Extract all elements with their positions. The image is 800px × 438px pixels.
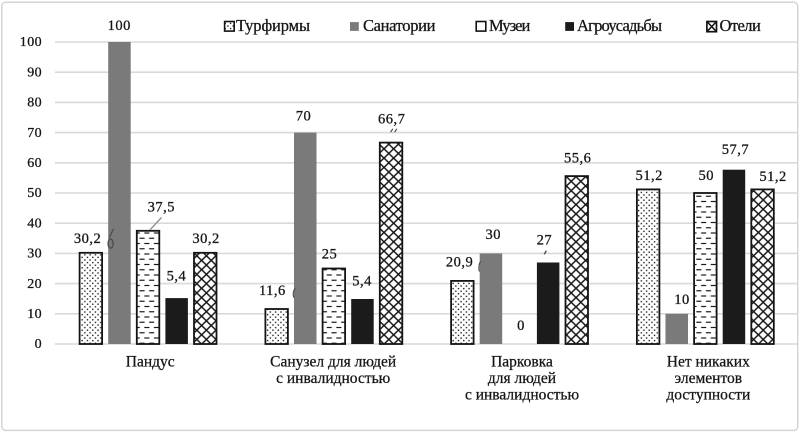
svg-text:Отели: Отели xyxy=(720,16,761,35)
svg-text:40: 40 xyxy=(27,216,42,231)
svg-text:100: 100 xyxy=(20,35,42,50)
svg-text:30: 30 xyxy=(27,247,42,262)
svg-text:Санузел для людей: Санузел для людей xyxy=(270,354,396,371)
svg-text:5,4: 5,4 xyxy=(352,273,372,289)
svg-text:0: 0 xyxy=(517,318,525,334)
svg-text:66,7: 66,7 xyxy=(378,111,405,127)
svg-text:25: 25 xyxy=(322,246,338,262)
svg-text:10: 10 xyxy=(674,292,690,308)
svg-text:элементов: элементов xyxy=(674,370,742,387)
svg-text:30: 30 xyxy=(485,227,501,243)
svg-text:11,6: 11,6 xyxy=(259,283,286,299)
svg-text:5,4: 5,4 xyxy=(167,269,187,285)
svg-text:100: 100 xyxy=(108,18,131,34)
svg-text:Санатории: Санатории xyxy=(363,16,436,35)
svg-text:70: 70 xyxy=(296,108,312,124)
svg-text:Нет никаких: Нет никаких xyxy=(667,354,750,371)
svg-text:50: 50 xyxy=(699,168,715,184)
svg-text:90: 90 xyxy=(27,65,42,80)
svg-text:Пандус: Пандус xyxy=(126,354,175,371)
svg-text:37,5: 37,5 xyxy=(148,200,175,216)
svg-text:70: 70 xyxy=(27,126,42,141)
svg-text:55,6: 55,6 xyxy=(564,150,591,166)
svg-text:Турфирмы: Турфирмы xyxy=(236,16,310,35)
svg-text:0: 0 xyxy=(35,337,42,352)
svg-text:Музеи: Музеи xyxy=(489,16,531,35)
svg-text:30,2: 30,2 xyxy=(192,231,219,247)
svg-text:51,2: 51,2 xyxy=(636,168,663,184)
svg-text:для людей: для людей xyxy=(488,370,556,387)
svg-text:20: 20 xyxy=(27,277,42,292)
svg-text:30,2: 30,2 xyxy=(74,231,101,247)
svg-text:доступности: доступности xyxy=(666,386,750,403)
svg-text:с инвалидностью: с инвалидностью xyxy=(465,386,579,403)
svg-text:Агроусадьбы: Агроусадьбы xyxy=(577,16,662,35)
svg-text:10: 10 xyxy=(27,307,42,322)
svg-text:20,9: 20,9 xyxy=(446,254,473,270)
svg-text:80: 80 xyxy=(27,96,42,111)
svg-text:27: 27 xyxy=(537,233,553,249)
svg-text:51,2: 51,2 xyxy=(759,169,786,185)
svg-text:60: 60 xyxy=(27,156,42,171)
svg-text:57,7: 57,7 xyxy=(722,142,749,158)
svg-text:Парковка: Парковка xyxy=(491,354,553,371)
svg-text:50: 50 xyxy=(27,186,42,201)
svg-text:с инвалидностью: с инвалидностью xyxy=(276,370,390,387)
